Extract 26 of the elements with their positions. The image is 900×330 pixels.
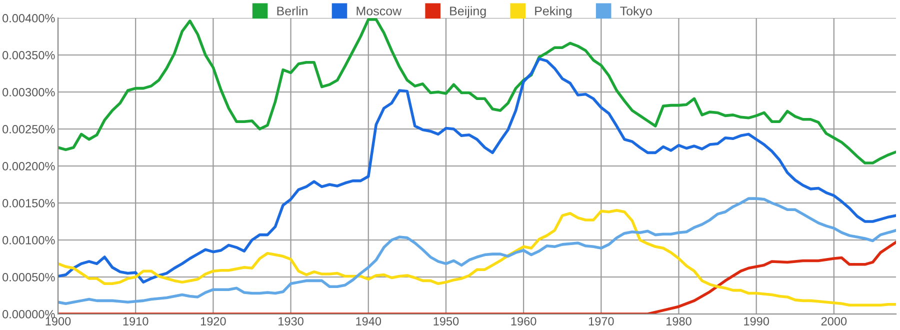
x-tick-label: 1960 [511,317,536,326]
x-tick-label: 1900 [46,317,71,326]
legend-label: Berlin [277,6,308,16]
x-tick-label: 1990 [744,317,770,326]
x-tick-label: 1970 [588,317,614,326]
y-tick-label: 0.00200% [2,162,55,170]
y-tick-label: 0.00000% [2,310,55,318]
legend-label: Tokyo [620,6,652,18]
y-tick-label: 0.00300% [2,88,55,96]
x-tick-label: 1920 [200,317,226,326]
legend-label: Beijing [450,6,486,18]
x-tick-label: 1980 [666,317,692,326]
y-tick-label: 0.00150% [2,199,55,208]
x-tick-label: 2000 [821,317,847,326]
legend-label: Peking [535,6,572,18]
x-tick-label: 1940 [356,317,382,326]
x-tick-label: 1930 [278,317,304,326]
y-tick-label: 0.00400% [2,14,55,22]
y-tick-label: 0.00050% [2,273,55,282]
y-tick-label: 0.00350% [2,51,55,60]
legend-label: Moscow [356,6,402,16]
x-tick-label: 1910 [123,317,148,326]
y-tick-label: 0.00250% [2,125,55,134]
x-tick-label: 1950 [434,317,459,326]
line-series [58,57,896,284]
y-tick-label: 0.00100% [2,236,55,244]
